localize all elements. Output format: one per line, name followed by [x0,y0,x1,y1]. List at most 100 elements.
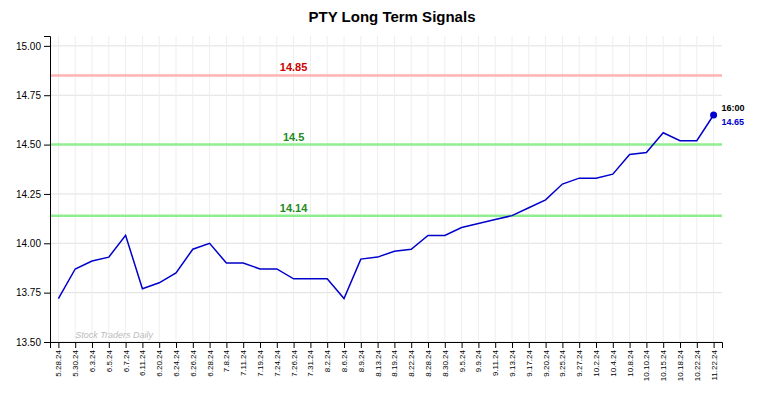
title: PTY Long Term Signals [309,8,476,25]
y-tick: 13.75 [16,287,50,298]
grid-line-x [92,36,93,342]
x-tick-label: 6.3.24 [88,349,97,372]
x-tick-label: 8.2.24 [323,349,332,372]
x-tick-label: 10.22.24 [693,349,702,381]
x-tick: 6.26.24 [189,342,198,377]
grid-line-x [327,36,328,342]
y-tick: 14.75 [16,90,50,101]
grid-line-x [478,36,479,342]
x-tick-label: 8.22.24 [407,349,416,376]
grid-line-y [50,193,722,194]
y-tick-label: 14.00 [16,238,41,249]
x-tick: 10.4.24 [609,342,618,377]
x-tick-mark [176,342,177,348]
x-tick-label: 8.13.24 [374,349,383,376]
x-tick-mark [226,342,227,348]
end-label: 14.65 [722,117,745,127]
y-tick-label: 14.75 [16,90,41,101]
x-tick-mark [378,342,379,348]
grid-line-x [444,36,445,342]
x-tick-mark [562,342,563,348]
x-tick-label: 5.28.24 [54,349,63,376]
y-tick-label: 15.00 [16,41,41,52]
x-tick-mark [75,342,76,348]
x-tick: 5.28.24 [54,342,63,377]
x-tick-mark [92,342,93,348]
grid-line-x [360,36,361,342]
x-tick: 9.20.24 [542,342,551,377]
y-tick-mark [44,342,50,343]
x-tick: 7.19.24 [256,342,265,377]
grid [50,36,722,342]
grid-line-y [50,292,722,293]
x-tick-label: 10.2.24 [592,349,601,376]
end-label: 16:00 [722,103,745,113]
grid-line-x [293,36,294,342]
x-tick-mark [428,342,429,348]
x-tick: 10.18.24 [676,342,685,381]
y-axis-line [44,37,51,343]
y-tick-mark [44,293,50,294]
grid-line-x [58,36,59,342]
x-tick: 6.24.24 [172,342,181,377]
x-tick: 10.2.24 [592,342,601,377]
x-tick-label: 7.31.24 [306,349,315,376]
last-point [710,111,717,118]
x-tick: 6.5.24 [105,342,114,372]
x-tick-label: 9.11.24 [491,349,500,376]
x-tick-mark [714,342,715,348]
x-tick-label: 6.7.24 [122,349,131,372]
x-tick: 7.24.24 [273,342,282,377]
grid-line-x [545,36,546,342]
x-tick-mark [310,342,311,348]
x-tick-label: 6.5.24 [105,349,114,372]
grid-line-y [50,243,722,244]
x-axis: 5.28.245.30.246.3.246.5.246.7.246.11.246… [51,342,723,381]
x-tick-label: 8.6.24 [340,349,349,372]
x-tick: 8.19.24 [390,342,399,377]
x-tick: 6.28.24 [206,342,215,377]
grid-line-x [612,36,613,342]
x-tick-label: 8.28.24 [424,349,433,376]
y-tick-mark [44,95,50,96]
x-tick-label: 6.24.24 [172,349,181,376]
grid-line-x [528,36,529,342]
x-tick: 10.15.24 [659,342,668,381]
y-tick-mark [44,46,50,47]
grid-line-x [394,36,395,342]
grid-line-x [260,36,261,342]
x-tick-label: 8.30.24 [441,349,450,376]
x-tick-label: 7.11.24 [239,349,248,376]
grid-line-x [142,36,143,342]
x-tick: 8.28.24 [424,342,433,377]
x-tick-label: 9.9.24 [474,349,483,372]
x-tick: 9.17.24 [525,342,534,377]
x-tick-mark [58,342,59,348]
x-tick: 6.7.24 [122,342,131,372]
x-tick: 9.9.24 [474,342,483,372]
x-tick: 8.9.24 [357,342,366,372]
price-line [58,115,713,299]
x-tick: 8.30.24 [441,342,450,377]
x-tick-label: 11.22.24 [710,349,719,380]
x-tick: 11.22.24 [710,342,719,381]
grid-line-x [243,36,244,342]
y-tick: 15.00 [16,41,50,52]
x-tick: 9.25.24 [558,342,567,377]
signal-label: 14.14 [280,202,308,214]
x-tick-mark [529,342,530,348]
x-tick-label: 10.8.24 [626,349,635,376]
x-tick-label: 7.8.24 [222,349,231,372]
x-tick-mark [646,342,647,348]
x-axis-line [51,343,723,349]
grid-line-x [646,36,647,342]
grid-line-x [629,36,630,342]
x-tick: 8.13.24 [374,342,383,377]
grid-line-x [276,36,277,342]
grid-line-y [50,95,722,96]
y-tick-label: 14.25 [16,189,41,200]
y-tick-label: 13.75 [16,287,41,298]
x-tick-mark [277,342,278,348]
x-tick-mark [596,342,597,348]
grid-line-x [596,36,597,342]
